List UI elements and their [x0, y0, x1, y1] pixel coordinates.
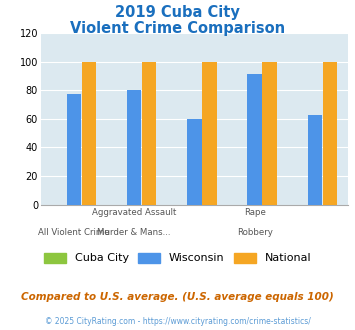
Text: Violent Crime Comparison: Violent Crime Comparison: [70, 21, 285, 36]
Bar: [67, 94, 81, 205]
Bar: [127, 90, 141, 205]
Legend: Cuba City, Wisconsin, National: Cuba City, Wisconsin, National: [40, 249, 315, 267]
Text: Rape: Rape: [244, 208, 266, 217]
Bar: [307, 115, 322, 205]
Text: Murder & Mans...: Murder & Mans...: [97, 228, 171, 237]
Bar: [262, 62, 277, 205]
Bar: [323, 62, 337, 205]
Text: Aggravated Assault: Aggravated Assault: [92, 208, 176, 217]
Bar: [247, 75, 262, 205]
Text: 2019 Cuba City: 2019 Cuba City: [115, 5, 240, 20]
Text: Compared to U.S. average. (U.S. average equals 100): Compared to U.S. average. (U.S. average …: [21, 292, 334, 302]
Bar: [202, 62, 217, 205]
Text: Robbery: Robbery: [237, 228, 273, 237]
Text: All Violent Crime: All Violent Crime: [38, 228, 110, 237]
Text: © 2025 CityRating.com - https://www.cityrating.com/crime-statistics/: © 2025 CityRating.com - https://www.city…: [45, 317, 310, 326]
Bar: [142, 62, 157, 205]
Bar: [82, 62, 96, 205]
Bar: [187, 119, 202, 205]
